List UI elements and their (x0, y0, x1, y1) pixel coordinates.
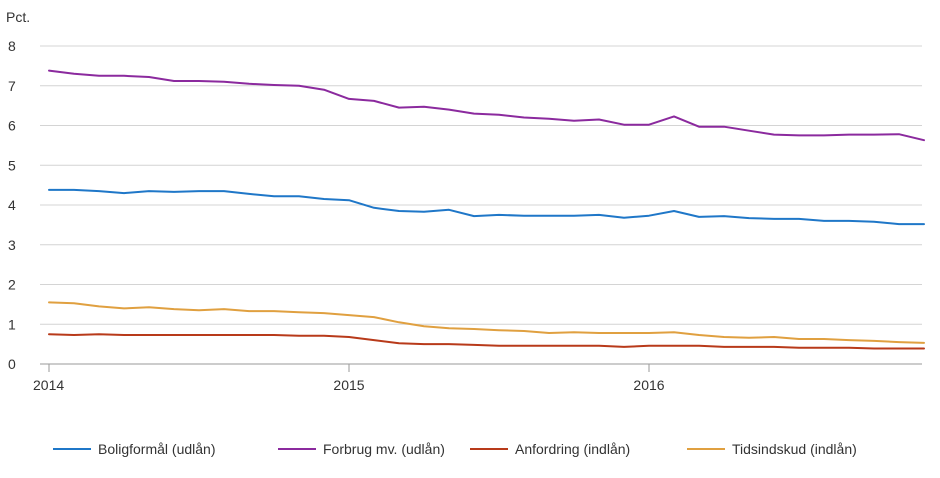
x-tick-labels: 2014 2015 2016 (33, 364, 665, 393)
y-axis-label: Pct. (6, 9, 30, 25)
y-tick-label: 1 (8, 316, 16, 332)
x-tick-label: 2015 (333, 377, 364, 393)
y-tick-labels: 0 1 2 3 4 5 6 7 8 (8, 38, 16, 372)
legend-label: Boligformål (udlån) (98, 441, 216, 457)
series-line-1 (48, 188, 925, 226)
x-tick-label: 2014 (33, 377, 64, 393)
y-tick-label: 4 (8, 197, 16, 213)
y-tick-label: 2 (8, 277, 16, 293)
x-tick-label: 2016 (633, 377, 664, 393)
gridlines (40, 45, 922, 365)
legend-label: Tidsindskud (indlån) (732, 441, 857, 457)
legend-label: Anfordring (indlån) (515, 441, 630, 457)
series-line-3 (48, 333, 925, 350)
y-tick-label: 7 (8, 78, 16, 94)
y-tick-label: 3 (8, 237, 16, 253)
y-tick-label: 5 (8, 157, 16, 173)
y-tick-label: 6 (8, 118, 16, 134)
y-tick-label: 8 (8, 38, 16, 54)
series-line-4 (48, 301, 925, 344)
y-tick-label: 0 (8, 356, 16, 372)
legend-label: Forbrug mv. (udlån) (323, 441, 445, 457)
legend: Boligformål (udlån) Forbrug mv. (udlån) An… (53, 441, 857, 457)
series-line-2 (48, 69, 925, 142)
series-lines (48, 69, 925, 350)
